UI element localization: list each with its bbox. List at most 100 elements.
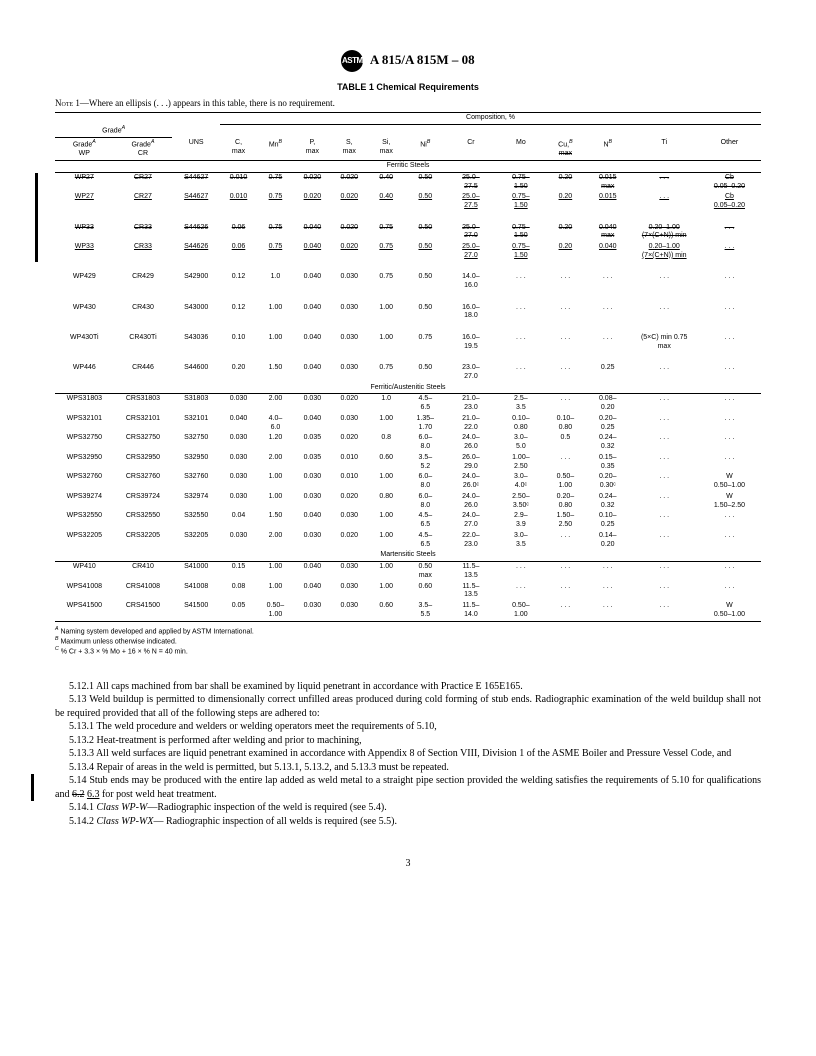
table-cell: . . .	[698, 394, 761, 414]
table-cell: WP33	[55, 242, 114, 262]
table-cell: . . .	[631, 303, 698, 323]
table-cell: 4.5–6.5	[405, 394, 446, 414]
table-cell: 0.040max	[585, 223, 631, 243]
table-cell: . . .	[631, 192, 698, 212]
table-cell: . . .	[546, 303, 585, 323]
table-cell: S44626	[172, 223, 220, 243]
table-cell: 0.10–0.80	[496, 414, 546, 434]
table-cell: . . .	[585, 333, 631, 353]
table-cell: WPS32760	[55, 472, 114, 492]
table-cell: 0.030	[331, 562, 368, 582]
table-cell: 0.75	[405, 333, 446, 353]
composition-header: Composition, %	[220, 113, 761, 125]
table-cell: CR429	[114, 272, 173, 292]
table-row: WP430CR430S430000.121.000.0400.0301.000.…	[55, 303, 761, 323]
table-cell: CR33	[114, 242, 173, 262]
table-cell: S32974	[172, 492, 220, 512]
table-row: WP33CR33S446260.060.750.0400.0200.750.50…	[55, 242, 761, 262]
table-cell: 0.20–1.00(7×(C+N)) min	[631, 242, 698, 262]
table-row: WP429CR429S429000.121.00.0400.0300.750.5…	[55, 272, 761, 292]
table-cell: . . .	[546, 562, 585, 582]
table-cell: . . .	[698, 453, 761, 473]
col-header: GradeACR	[114, 138, 173, 161]
table-cell: . . .	[698, 433, 761, 453]
table-cell: 24.0–26.0	[446, 492, 496, 512]
table-cell: CR430	[114, 303, 173, 323]
standard-number: A 815/A 815M – 08	[370, 52, 475, 67]
table-footnotes: A Naming system developed and applied by…	[55, 626, 761, 656]
table-cell: 2.5–3.5	[496, 394, 546, 414]
table-cell: 0.030	[220, 492, 257, 512]
table-cell: 0.80	[368, 492, 405, 512]
table-cell: . . .	[698, 333, 761, 353]
table-row: WPS31803CRS31803S318030.0302.000.0300.02…	[55, 394, 761, 414]
table-cell: 0.020	[331, 394, 368, 414]
table-cell: 0.010	[220, 172, 257, 192]
table-cell: . . .	[698, 414, 761, 434]
table-cell: S43000	[172, 303, 220, 323]
table-cell: 3.5–5.5	[405, 601, 446, 621]
table-cell: . . .	[698, 562, 761, 582]
table-cell: . . .	[546, 363, 585, 383]
table-cell: 0.50	[405, 172, 446, 192]
table-cell: . . .	[585, 601, 631, 621]
table-cell: 0.040	[294, 511, 331, 531]
table-cell: WP33	[55, 223, 114, 243]
table-cell: 0.8	[368, 433, 405, 453]
table-cell: 0.040	[294, 582, 331, 602]
table-cell: 24.0–27.0	[446, 511, 496, 531]
table-cell: WPS41500	[55, 601, 114, 621]
table-row: WPS32550CRS32550S325500.041.500.0400.030…	[55, 511, 761, 531]
table-cell: S32550	[172, 511, 220, 531]
table-cell: 0.015	[585, 192, 631, 212]
table-cell: 0.24–0.32	[585, 492, 631, 512]
table-cell: 1.00	[368, 582, 405, 602]
table-cell: 0.75	[368, 242, 405, 262]
table-cell: 0.030	[220, 531, 257, 551]
table-cell: 1.00	[257, 333, 294, 353]
table-cell: S44627	[172, 172, 220, 192]
table-cell: 0.030	[331, 511, 368, 531]
table-cell: . . .	[631, 363, 698, 383]
table-cell: . . .	[631, 433, 698, 453]
table-cell: CRS41500	[114, 601, 173, 621]
table-note: Note 1—Where an ellipsis (. . .) appears…	[55, 98, 761, 108]
table-cell: WP446	[55, 363, 114, 383]
table-cell: 0.040	[294, 333, 331, 353]
table-cell: . . .	[546, 394, 585, 414]
table-cell: . . .	[631, 414, 698, 434]
table-cell: 6.0–8.0	[405, 433, 446, 453]
table-cell: S41500	[172, 601, 220, 621]
table-cell: 2.9–3.9	[496, 511, 546, 531]
table-cell: 0.20	[546, 223, 585, 243]
table-cell: 14.0–16.0	[446, 272, 496, 292]
table-cell: WPS41008	[55, 582, 114, 602]
table-cell: WPS32550	[55, 511, 114, 531]
table-cell: 1.00	[257, 582, 294, 602]
table-cell: CRS41008	[114, 582, 173, 602]
table-cell: (5×C) min 0.75max	[631, 333, 698, 353]
table-cell: 0.5	[546, 433, 585, 453]
table-cell: . . .	[585, 582, 631, 602]
table-cell: S41008	[172, 582, 220, 602]
table-cell: 0.20–1.00(7×(C+N)) min	[631, 223, 698, 243]
table-cell: . . .	[698, 303, 761, 323]
table-cell: 0.030	[294, 531, 331, 551]
table-cell: WP430Ti	[55, 333, 114, 353]
table-cell: 0.020	[294, 172, 331, 192]
table-cell: 16.0–18.0	[446, 303, 496, 323]
table-cell: 1.0	[368, 394, 405, 414]
table-cell: 0.04	[220, 511, 257, 531]
grade-super: GradeA	[55, 124, 172, 138]
table-cell: 0.15	[220, 562, 257, 582]
col-header: P,max	[294, 138, 331, 161]
table-cell: . . .	[631, 562, 698, 582]
table-cell: 0.75	[257, 172, 294, 192]
col-header: Cr	[446, 138, 496, 161]
table-cell: 0.040	[220, 414, 257, 434]
table-cell: WPS32750	[55, 433, 114, 453]
table-cell: 22.0–23.0	[446, 531, 496, 551]
col-header: S,max	[331, 138, 368, 161]
table-cell: 11.5–13.5	[446, 582, 496, 602]
table-cell: 0.50–1.00	[546, 472, 585, 492]
